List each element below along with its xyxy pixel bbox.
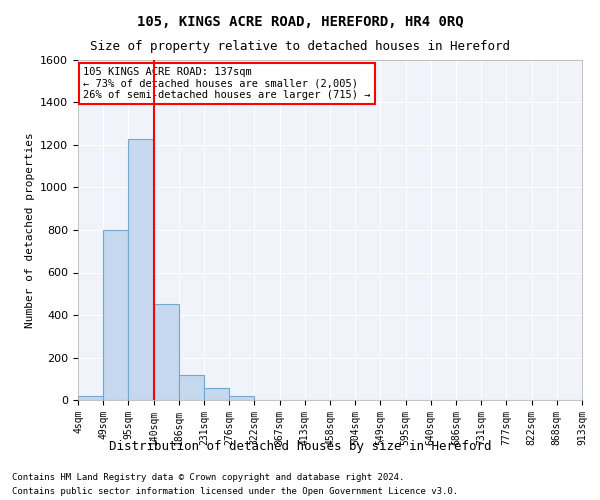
Bar xyxy=(103,230,128,400)
Text: Contains public sector information licensed under the Open Government Licence v3: Contains public sector information licen… xyxy=(12,488,458,496)
Bar xyxy=(128,138,154,400)
Text: Distribution of detached houses by size in Hereford: Distribution of detached houses by size … xyxy=(109,440,491,453)
Text: Size of property relative to detached houses in Hereford: Size of property relative to detached ho… xyxy=(90,40,510,53)
Bar xyxy=(179,374,204,400)
Text: 105 KINGS ACRE ROAD: 137sqm
← 73% of detached houses are smaller (2,005)
26% of : 105 KINGS ACRE ROAD: 137sqm ← 73% of det… xyxy=(83,67,371,100)
Bar xyxy=(154,304,179,400)
Bar xyxy=(78,396,103,400)
Text: 105, KINGS ACRE ROAD, HEREFORD, HR4 0RQ: 105, KINGS ACRE ROAD, HEREFORD, HR4 0RQ xyxy=(137,15,463,29)
Y-axis label: Number of detached properties: Number of detached properties xyxy=(25,132,35,328)
Bar xyxy=(204,388,229,400)
Bar xyxy=(229,396,254,400)
Text: Contains HM Land Registry data © Crown copyright and database right 2024.: Contains HM Land Registry data © Crown c… xyxy=(12,472,404,482)
